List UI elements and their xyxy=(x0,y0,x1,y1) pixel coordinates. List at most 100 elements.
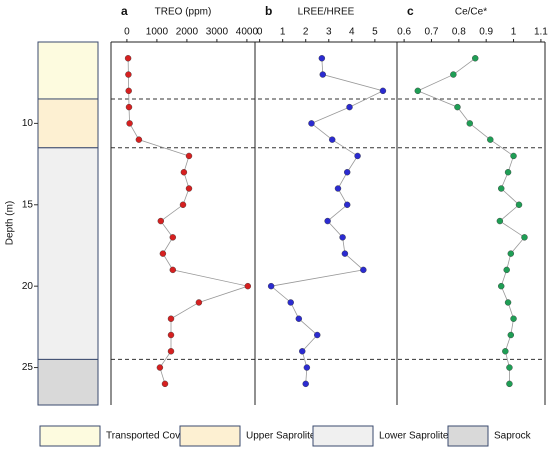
data-point xyxy=(157,217,165,225)
data-point xyxy=(125,103,133,111)
data-point xyxy=(185,152,193,160)
series-line xyxy=(127,58,250,384)
data-point xyxy=(303,364,311,371)
legend-label: Upper Saprolite xyxy=(246,431,316,442)
data-point xyxy=(472,55,479,62)
data-point xyxy=(167,331,175,339)
x-tick-label: 0 xyxy=(124,27,130,38)
data-point xyxy=(299,348,306,355)
data-point xyxy=(319,71,326,78)
x-tick-label: 1.1 xyxy=(534,27,548,38)
x-axis-label: Ce/Ce* xyxy=(455,7,487,18)
x-tick-label: 2000 xyxy=(176,27,199,38)
legend-label: Lower Saprolite xyxy=(379,431,449,442)
data-point xyxy=(487,136,494,143)
data-point xyxy=(510,152,517,160)
x-tick-label: 0.9 xyxy=(479,27,493,38)
x-tick-label: 0.6 xyxy=(397,27,411,38)
data-point xyxy=(125,71,132,78)
data-point xyxy=(506,364,513,371)
strat-layer xyxy=(37,147,99,360)
data-point xyxy=(498,282,505,290)
x-tick-label: 4 xyxy=(349,27,355,38)
data-point xyxy=(159,250,167,257)
data-point xyxy=(498,185,505,192)
data-point xyxy=(287,299,294,306)
data-point xyxy=(169,266,177,274)
data-point xyxy=(346,103,353,111)
data-point xyxy=(302,380,309,388)
data-point xyxy=(125,87,132,95)
data-point xyxy=(167,348,175,355)
y-tick-label: 25 xyxy=(22,362,34,373)
x-tick-label: 4000 xyxy=(236,27,259,38)
strat-layer xyxy=(37,358,99,406)
data-point xyxy=(185,185,193,192)
data-point xyxy=(135,136,143,143)
data-point xyxy=(341,250,349,257)
data-point xyxy=(502,348,509,355)
data-point xyxy=(169,234,177,241)
data-point xyxy=(267,282,275,290)
data-point xyxy=(295,315,302,322)
data-point xyxy=(124,55,132,62)
data-point xyxy=(504,299,512,306)
legend-swatch xyxy=(447,425,489,447)
panel-label: b xyxy=(265,4,272,18)
x-tick-label: 2 xyxy=(303,27,309,38)
data-point xyxy=(195,299,203,306)
strat-layer xyxy=(37,98,99,149)
x-tick-label: 0.8 xyxy=(452,27,466,38)
data-point xyxy=(504,169,512,176)
legend-label: Saprock xyxy=(494,431,532,442)
x-axis-label: LREE/HREE xyxy=(298,7,355,18)
data-point xyxy=(507,250,515,257)
data-point xyxy=(167,315,175,322)
y-axis-label: Depth (m) xyxy=(5,201,16,245)
data-point xyxy=(344,201,351,208)
x-tick-label: 1 xyxy=(511,27,517,38)
data-point xyxy=(334,185,342,192)
x-axis-label: TREO (ppm) xyxy=(155,7,212,18)
data-point xyxy=(506,380,513,388)
x-tick-label: 1000 xyxy=(146,27,169,38)
data-point xyxy=(329,136,336,143)
panel-label: a xyxy=(121,4,128,18)
data-point xyxy=(414,87,421,95)
data-point xyxy=(244,282,252,290)
data-point xyxy=(515,201,523,208)
data-point xyxy=(521,234,528,241)
data-point xyxy=(344,169,351,176)
data-point xyxy=(180,169,188,176)
legend-swatch xyxy=(39,425,101,447)
data-point xyxy=(496,217,504,225)
legend-swatch xyxy=(179,425,241,447)
data-point xyxy=(354,152,361,160)
data-point xyxy=(507,331,515,339)
legend-label: Transported Cover xyxy=(106,431,190,442)
data-point xyxy=(314,331,321,339)
data-point xyxy=(318,55,326,62)
x-tick-label: 3000 xyxy=(206,27,229,38)
data-point xyxy=(379,87,387,95)
data-point xyxy=(156,364,164,371)
data-point xyxy=(510,315,517,322)
y-tick-label: 10 xyxy=(22,118,34,129)
legend-swatch xyxy=(312,425,374,447)
data-point xyxy=(324,217,331,225)
x-tick-label: 0.7 xyxy=(425,27,439,38)
data-point xyxy=(503,266,510,274)
data-point xyxy=(179,201,187,208)
data-point xyxy=(454,103,461,111)
data-point xyxy=(339,234,346,241)
data-point xyxy=(466,120,473,127)
x-tick-label: 5 xyxy=(372,27,378,38)
x-tick-label: 1 xyxy=(280,27,286,38)
data-point xyxy=(450,71,457,78)
strat-layer xyxy=(37,41,99,100)
x-tick-label: 0 xyxy=(257,27,263,38)
data-point xyxy=(126,120,133,127)
panel-label: c xyxy=(407,4,414,18)
y-tick-label: 20 xyxy=(22,281,34,292)
